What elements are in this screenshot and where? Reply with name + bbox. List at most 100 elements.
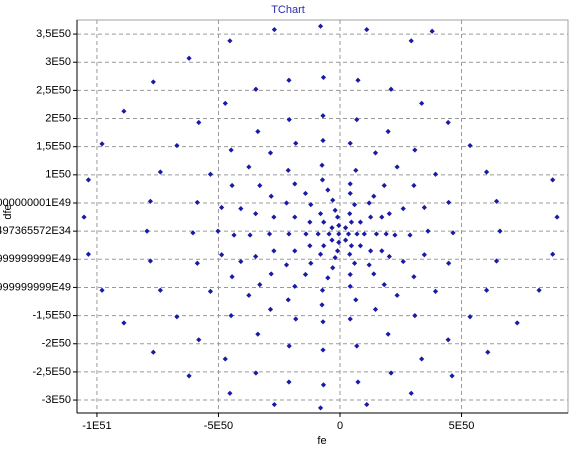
scatter-point <box>271 401 277 408</box>
y-tick-label: 2,5E50 <box>36 84 71 96</box>
scatter-point <box>99 287 105 293</box>
scatter-point <box>342 237 349 243</box>
scatter-point <box>347 271 353 278</box>
scatter-point <box>347 316 353 322</box>
scatter-point <box>449 373 455 379</box>
scatter-point <box>351 260 358 266</box>
y-tick-label: -2E50 <box>42 338 71 350</box>
scatter-point <box>334 248 341 254</box>
scatter-point <box>320 347 326 353</box>
scatter-point <box>292 214 298 220</box>
x-tick-label: 0 <box>337 420 343 432</box>
scatter-point <box>286 343 292 349</box>
scatter-point <box>334 214 341 220</box>
scatter-point <box>325 275 331 281</box>
y-tick-label: 3,5E50 <box>36 28 71 40</box>
scatter-point <box>379 214 385 220</box>
scatter-point <box>320 137 326 144</box>
scatter-point <box>157 287 163 293</box>
scatter-point <box>255 128 261 135</box>
scatter-point <box>419 100 425 106</box>
scatter-point <box>302 271 309 278</box>
scatter-point <box>372 306 379 313</box>
scatter-point <box>283 262 290 268</box>
scatter-point <box>386 253 392 260</box>
scatter-point <box>257 282 263 288</box>
scatter-point <box>85 177 92 183</box>
scatter-point <box>407 232 413 238</box>
scatter-point <box>228 147 234 153</box>
scatter-point <box>361 231 367 237</box>
scatter-point <box>412 147 418 153</box>
scatter-point <box>400 258 406 265</box>
scatter-point <box>353 167 359 173</box>
scatter-point <box>286 379 292 385</box>
scatter-point <box>285 167 291 173</box>
scatter-point <box>121 108 127 114</box>
scatter-point <box>330 197 336 203</box>
y-tick-label: 2E50 <box>45 112 71 124</box>
scatter-point <box>421 252 427 258</box>
scatter-point <box>364 401 370 408</box>
scatter-point <box>186 55 192 61</box>
scatter-point <box>219 252 225 258</box>
scatter-point <box>320 382 327 388</box>
scatter-point <box>364 26 370 33</box>
scatter-point <box>186 373 192 379</box>
scatter-point <box>121 320 127 326</box>
scatter-point <box>174 142 180 149</box>
scatter-point <box>321 243 327 249</box>
scatter-point <box>371 193 377 199</box>
scatter-point <box>446 260 452 266</box>
scatter-point <box>354 231 360 237</box>
scatter-point <box>286 77 292 83</box>
scatter-point <box>425 228 431 234</box>
scatter-point <box>253 253 259 260</box>
y-tick-label: -2,5E50 <box>32 366 71 378</box>
scatter-point <box>144 228 150 234</box>
scatter-point <box>238 206 244 212</box>
scatter-point <box>286 231 292 237</box>
scatter-point <box>336 222 342 229</box>
scatter-point <box>388 370 394 376</box>
scatter-point <box>445 337 451 343</box>
scatter-point <box>99 141 105 147</box>
scatter-point <box>266 231 273 237</box>
scatter-point <box>373 231 380 237</box>
scatter-point <box>319 162 325 168</box>
scatter-point <box>383 231 389 237</box>
scatter-point <box>445 119 451 126</box>
scatter-point <box>348 243 355 249</box>
scatter-point <box>381 282 387 288</box>
scatter-point <box>347 211 353 217</box>
scatter-point <box>483 287 490 293</box>
scatter-point <box>319 177 326 183</box>
scatter-point <box>319 302 325 308</box>
scatter-point <box>246 164 252 170</box>
scatter-point <box>432 171 439 177</box>
scatter-point <box>194 199 200 206</box>
scatter-point <box>347 283 353 289</box>
scatter-point <box>400 206 406 212</box>
scatter-point <box>247 232 253 238</box>
scatter-point <box>379 248 385 254</box>
scatter-point <box>394 292 400 298</box>
scatter-point <box>467 314 473 320</box>
scatter-point <box>371 271 377 277</box>
scatter-point <box>347 190 353 197</box>
x-tick-label: -5E50 <box>204 420 233 432</box>
scatter-point <box>196 119 202 126</box>
scatter-point <box>329 237 335 243</box>
scatter-point <box>303 231 309 237</box>
scatter-point <box>271 248 277 254</box>
scatter-point <box>229 182 235 189</box>
scatter-point <box>366 262 372 268</box>
scatter-point <box>411 182 417 189</box>
scatter-point <box>330 265 336 271</box>
scatter-point <box>231 232 237 238</box>
scatter-point <box>267 150 274 156</box>
scatter-point <box>345 231 352 237</box>
scatter-point <box>215 228 221 234</box>
scatter-point <box>292 283 298 289</box>
